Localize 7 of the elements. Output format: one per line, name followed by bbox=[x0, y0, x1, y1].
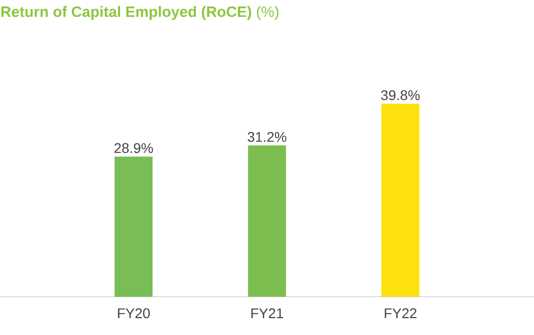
x-tick-label: FY22 bbox=[384, 308, 416, 318]
data-label: 31.2% bbox=[248, 132, 286, 142]
x-tick-label: FY20 bbox=[118, 308, 150, 318]
data-label: 39.8% bbox=[381, 90, 420, 100]
data-label: 28.9% bbox=[114, 143, 153, 154]
x-tick-label: FY21 bbox=[251, 308, 284, 318]
chart-title: Return of Capital Employed (RoCE) (%) bbox=[1, 6, 278, 20]
